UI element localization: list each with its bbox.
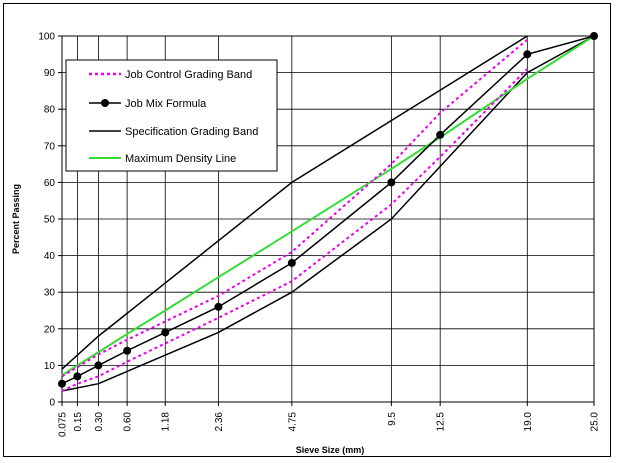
job-mix-point [94, 361, 103, 370]
x-tick-label: 12.5 [436, 412, 447, 432]
max-density-line [61, 35, 595, 377]
job-mix-point [123, 346, 132, 355]
legend-marker-job-mix [101, 99, 109, 107]
x-tick-label: 9.5 [387, 412, 398, 426]
x-tick-label: 1.18 [161, 412, 172, 432]
x-tick-label: 0.15 [73, 412, 84, 432]
legend-label-max-density: Maximum Density Line [125, 153, 236, 165]
y-tick-label: 0 [49, 398, 55, 409]
legend-box [65, 59, 278, 172]
job-mix-point [387, 178, 396, 187]
series-layer [58, 32, 598, 392]
y-tick-label: 30 [44, 288, 56, 299]
y-tick-label: 80 [44, 105, 56, 116]
spec-band-line-lower [61, 35, 595, 392]
x-tick-label: 4.75 [287, 412, 298, 432]
job-mix-point [590, 32, 598, 40]
job-mix-point [214, 302, 223, 311]
x-tick-label: 2.36 [214, 412, 225, 432]
legend-label-job-control: Job Control Grading Band [125, 69, 252, 81]
y-tick-label: 40 [44, 251, 56, 262]
y-tick-label: 10 [44, 361, 56, 372]
spec-band-line-upper [61, 35, 528, 370]
x-tick-label: 19.0 [523, 412, 534, 432]
job-mix-point [436, 130, 445, 139]
y-axis-title: Percent Passing [11, 184, 21, 254]
job-mix-point [287, 258, 296, 267]
job-mix-point [523, 50, 532, 59]
y-tick-label: 70 [44, 141, 56, 152]
job-mix-point [58, 379, 66, 388]
job-mix-point [73, 372, 82, 381]
y-tick-label: 20 [44, 324, 56, 335]
job-control-line-upper [61, 38, 528, 378]
legend-label-job-mix: Job Mix Formula [125, 98, 207, 110]
job-control-line-lower [61, 68, 529, 392]
legend-label-specification: Specification Grading Band [125, 126, 258, 138]
x-tick-label: 0.30 [94, 412, 105, 432]
x-tick-label: 0.075 [58, 412, 69, 437]
y-tick-label: 60 [44, 178, 56, 189]
x-tick-label: 0.60 [123, 412, 134, 432]
job-mix-point [161, 328, 170, 337]
x-tick-label: 25.0 [590, 412, 601, 432]
y-tick-label: 100 [38, 32, 55, 43]
axis-layer: 0 10 20 30 40 50 60 70 80 90 100 0.075 0.15 0.30 0.60 1… [38, 32, 600, 438]
x-axis-title: Sieve Size (mm) [296, 445, 365, 455]
legend-layer: Job Control Grading Band Job Mix Formula… [65, 59, 278, 172]
y-tick-label: 50 [44, 215, 56, 226]
y-tick-label: 90 [44, 68, 56, 79]
